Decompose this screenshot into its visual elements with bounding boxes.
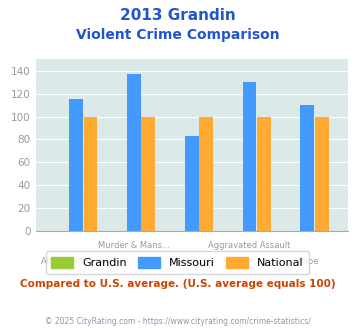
Text: Aggravated Assault: Aggravated Assault xyxy=(208,241,291,250)
Bar xyxy=(242,82,257,231)
Text: 2013 Grandin: 2013 Grandin xyxy=(120,8,235,23)
Text: Robbery: Robbery xyxy=(174,257,209,266)
Bar xyxy=(127,74,141,231)
Legend: Grandin, Missouri, National: Grandin, Missouri, National xyxy=(45,251,310,274)
Bar xyxy=(315,116,329,231)
Bar xyxy=(199,116,213,231)
Bar xyxy=(83,116,97,231)
Bar xyxy=(257,116,271,231)
Text: Violent Crime Comparison: Violent Crime Comparison xyxy=(76,28,279,42)
Text: © 2025 CityRating.com - https://www.cityrating.com/crime-statistics/: © 2025 CityRating.com - https://www.city… xyxy=(45,317,310,326)
Bar xyxy=(141,116,155,231)
Bar xyxy=(300,105,314,231)
Text: All Violent Crime: All Violent Crime xyxy=(41,257,111,266)
Text: Rape: Rape xyxy=(297,257,318,266)
Bar xyxy=(185,136,199,231)
Bar xyxy=(69,99,83,231)
Text: Murder & Mans...: Murder & Mans... xyxy=(98,241,170,250)
Text: Compared to U.S. average. (U.S. average equals 100): Compared to U.S. average. (U.S. average … xyxy=(20,279,335,289)
